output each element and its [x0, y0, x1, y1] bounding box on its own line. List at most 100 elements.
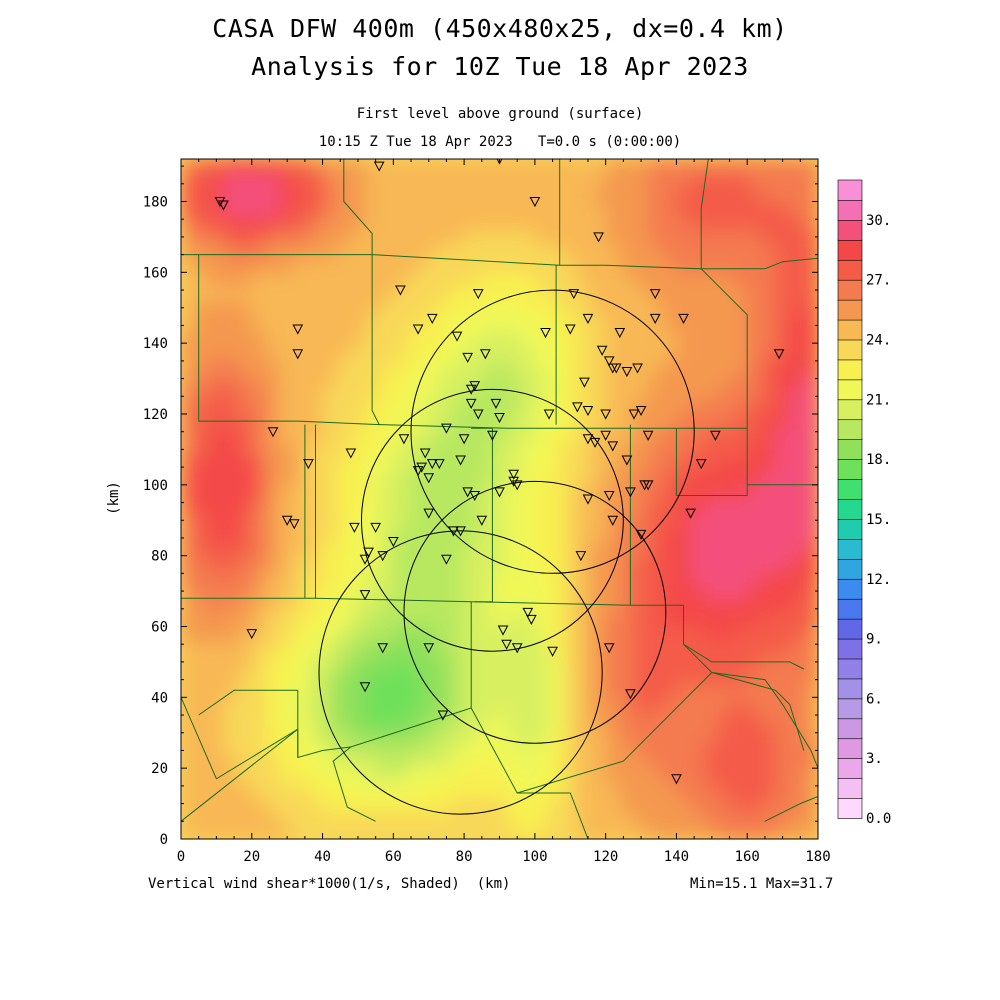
- colorbar-label: 9.: [866, 632, 883, 648]
- station-marker: [579, 377, 590, 388]
- station-marker: [625, 487, 636, 498]
- station-marker: [434, 459, 445, 470]
- radar-range-ring: [361, 388, 624, 652]
- colorbar-swatch: [837, 279, 863, 301]
- station-marker: [373, 161, 385, 172]
- station-marker: [543, 409, 555, 420]
- colorbar-swatch: [837, 478, 863, 500]
- station-marker: [600, 430, 611, 441]
- colorbar-swatch: [837, 538, 863, 560]
- y-axis-label: (km): [106, 481, 122, 515]
- y-tick-label: 160: [143, 265, 168, 281]
- station-marker: [458, 434, 470, 445]
- station-marker: [671, 774, 682, 785]
- station-marker: [649, 289, 661, 300]
- station-marker: [607, 441, 619, 452]
- station-marker: [359, 682, 371, 693]
- colorbar-swatch: [837, 339, 863, 361]
- station-marker: [423, 473, 435, 484]
- station-marker: [678, 313, 689, 324]
- station-marker: [582, 494, 594, 505]
- station-marker: [370, 522, 381, 533]
- colorbar-label: 6.: [866, 691, 883, 707]
- station-marker: [508, 469, 519, 480]
- station-marker: [423, 643, 435, 654]
- station-marker: [628, 409, 640, 420]
- colorbar-label: 24.: [866, 333, 891, 349]
- station-marker: [412, 324, 424, 335]
- station-marker: [572, 402, 583, 413]
- station-marker: [359, 554, 371, 565]
- x-tick-label: 100: [522, 849, 547, 865]
- shear-field: [181, 159, 818, 839]
- axis-ticks: [180, 159, 819, 840]
- station-marker: [480, 349, 491, 360]
- station-marker: [281, 515, 293, 526]
- radar-range-rings: [318, 289, 695, 815]
- y-tick-labels: 0 20 40 60 80 100 120 140 160 180: [143, 195, 168, 849]
- y-tick-label: 0: [160, 832, 168, 848]
- station-marker: [614, 328, 626, 339]
- colorbar-swatch: [837, 698, 863, 720]
- station-marker: [292, 324, 304, 335]
- station-marker: [437, 710, 449, 721]
- station-marker: [292, 349, 304, 360]
- radar-range-ring: [403, 480, 667, 744]
- station-marker: [416, 462, 427, 473]
- station-marker: [490, 398, 502, 409]
- colorbar-swatch: [837, 319, 863, 341]
- station-marker: [494, 487, 505, 498]
- station-marker: [540, 328, 551, 339]
- colorbar-swatch: [837, 558, 863, 580]
- colorbar-swatch: [837, 737, 863, 759]
- x-tick-label: 120: [593, 849, 618, 865]
- level-subtitle: First level above ground (surface): [356, 106, 644, 122]
- station-marker: [395, 285, 406, 296]
- colorbar-label: 18.: [866, 452, 891, 468]
- colorbar-swatch: [837, 498, 863, 520]
- x-tick-label: 180: [805, 849, 830, 865]
- station-marker: [773, 349, 785, 360]
- field-description: Vertical wind shear*1000(1/s, Shaded) (k…: [148, 876, 511, 892]
- colorbar-swatch: [837, 797, 863, 819]
- station-marker: [246, 629, 258, 640]
- station-marker: [582, 434, 594, 445]
- x-tick-label: 160: [735, 849, 760, 865]
- station-markers: [214, 159, 785, 785]
- station-marker: [363, 547, 374, 558]
- colorbar-swatch: [837, 239, 863, 261]
- station-marker: [377, 551, 389, 562]
- chart-title: CASA DFW 400m (450x480x25, dx=0.4 km): [212, 14, 788, 43]
- station-marker: [267, 427, 279, 438]
- station-marker: [455, 455, 466, 466]
- colorbar: [837, 179, 863, 819]
- station-marker: [508, 476, 519, 487]
- x-tick-labels: 0 20 40 60 80 100 120 140 160 180: [177, 849, 831, 865]
- station-marker: [412, 466, 424, 477]
- station-marker: [596, 345, 608, 356]
- colorbar-swatch: [837, 418, 863, 440]
- station-marker: [349, 522, 360, 533]
- y-tick-label: 60: [151, 620, 168, 636]
- station-marker: [635, 405, 647, 417]
- station-marker: [501, 639, 512, 650]
- colorbar-swatch: [837, 219, 863, 241]
- station-marker: [441, 423, 452, 434]
- station-marker: [469, 381, 481, 392]
- colorbar-swatch: [837, 399, 863, 421]
- station-marker: [603, 643, 615, 654]
- station-marker: [564, 324, 576, 335]
- y-tick-label: 80: [151, 549, 168, 565]
- station-marker: [522, 607, 534, 618]
- colorbar-label: 30.: [866, 213, 891, 229]
- colorbar-swatch: [837, 379, 863, 401]
- colorbar-label: 21.: [866, 392, 891, 408]
- station-marker: [455, 526, 466, 537]
- colorbar-label: 15.: [866, 512, 891, 528]
- station-marker: [695, 459, 707, 470]
- valid-time-subtitle: 10:15 Z Tue 18 Apr 2023 T=0.0 s (0:00:00…: [318, 134, 682, 150]
- station-marker: [526, 614, 537, 625]
- station-marker: [649, 313, 661, 324]
- station-marker: [635, 529, 647, 540]
